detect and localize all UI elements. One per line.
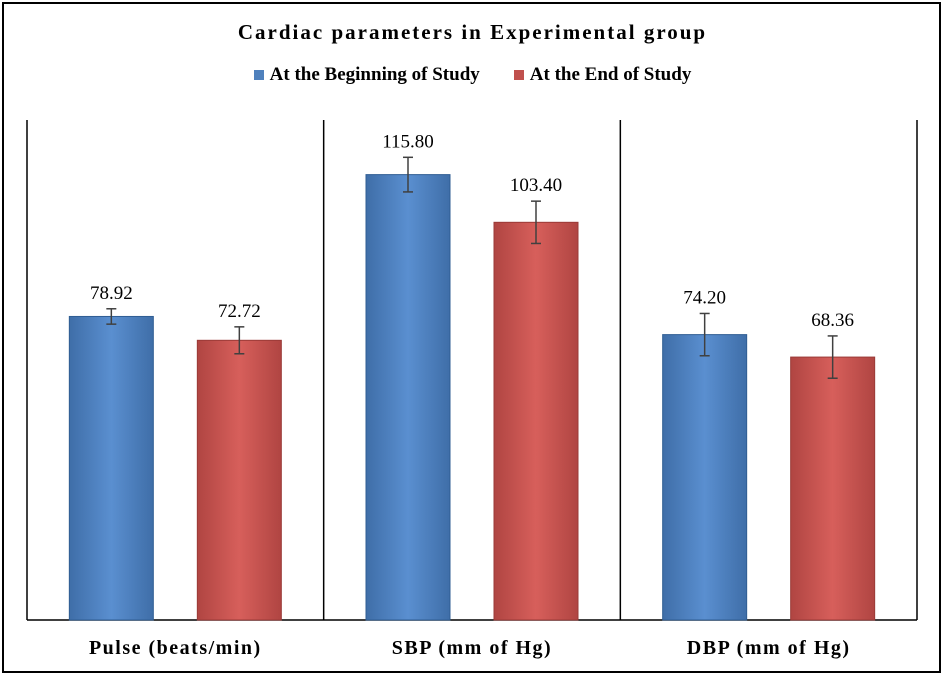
data-label: 72.72	[218, 301, 261, 322]
bar	[365, 174, 451, 621]
bar	[662, 334, 748, 621]
bar	[68, 315, 154, 621]
bar	[790, 356, 876, 621]
x-tick-label: Pulse (beats/min)	[89, 637, 262, 659]
data-label: 78.92	[90, 283, 133, 304]
data-label: 74.20	[683, 287, 726, 308]
legend-swatch-beginning	[253, 70, 264, 80]
legend-item-beginning: At the Beginning of Study	[253, 64, 480, 86]
data-label: 68.36	[811, 310, 854, 331]
legend-label-end: At the End of Study	[529, 64, 692, 85]
x-tick-label: SBP (mm of Hg)	[392, 637, 552, 659]
legend-swatch-end	[513, 70, 524, 80]
x-tick-label: DBP (mm of Hg)	[687, 637, 851, 659]
legend: At the Beginning of Study At the End of …	[0, 64, 945, 86]
data-label: 115.80	[382, 131, 434, 152]
legend-label-beginning: At the Beginning of Study	[269, 64, 480, 85]
chart-title: Cardiac parameters in Experimental group	[237, 20, 708, 44]
bar	[196, 339, 282, 621]
legend-item-end: At the End of Study	[513, 64, 692, 86]
data-label: 103.40	[510, 175, 562, 196]
bar	[493, 221, 579, 621]
